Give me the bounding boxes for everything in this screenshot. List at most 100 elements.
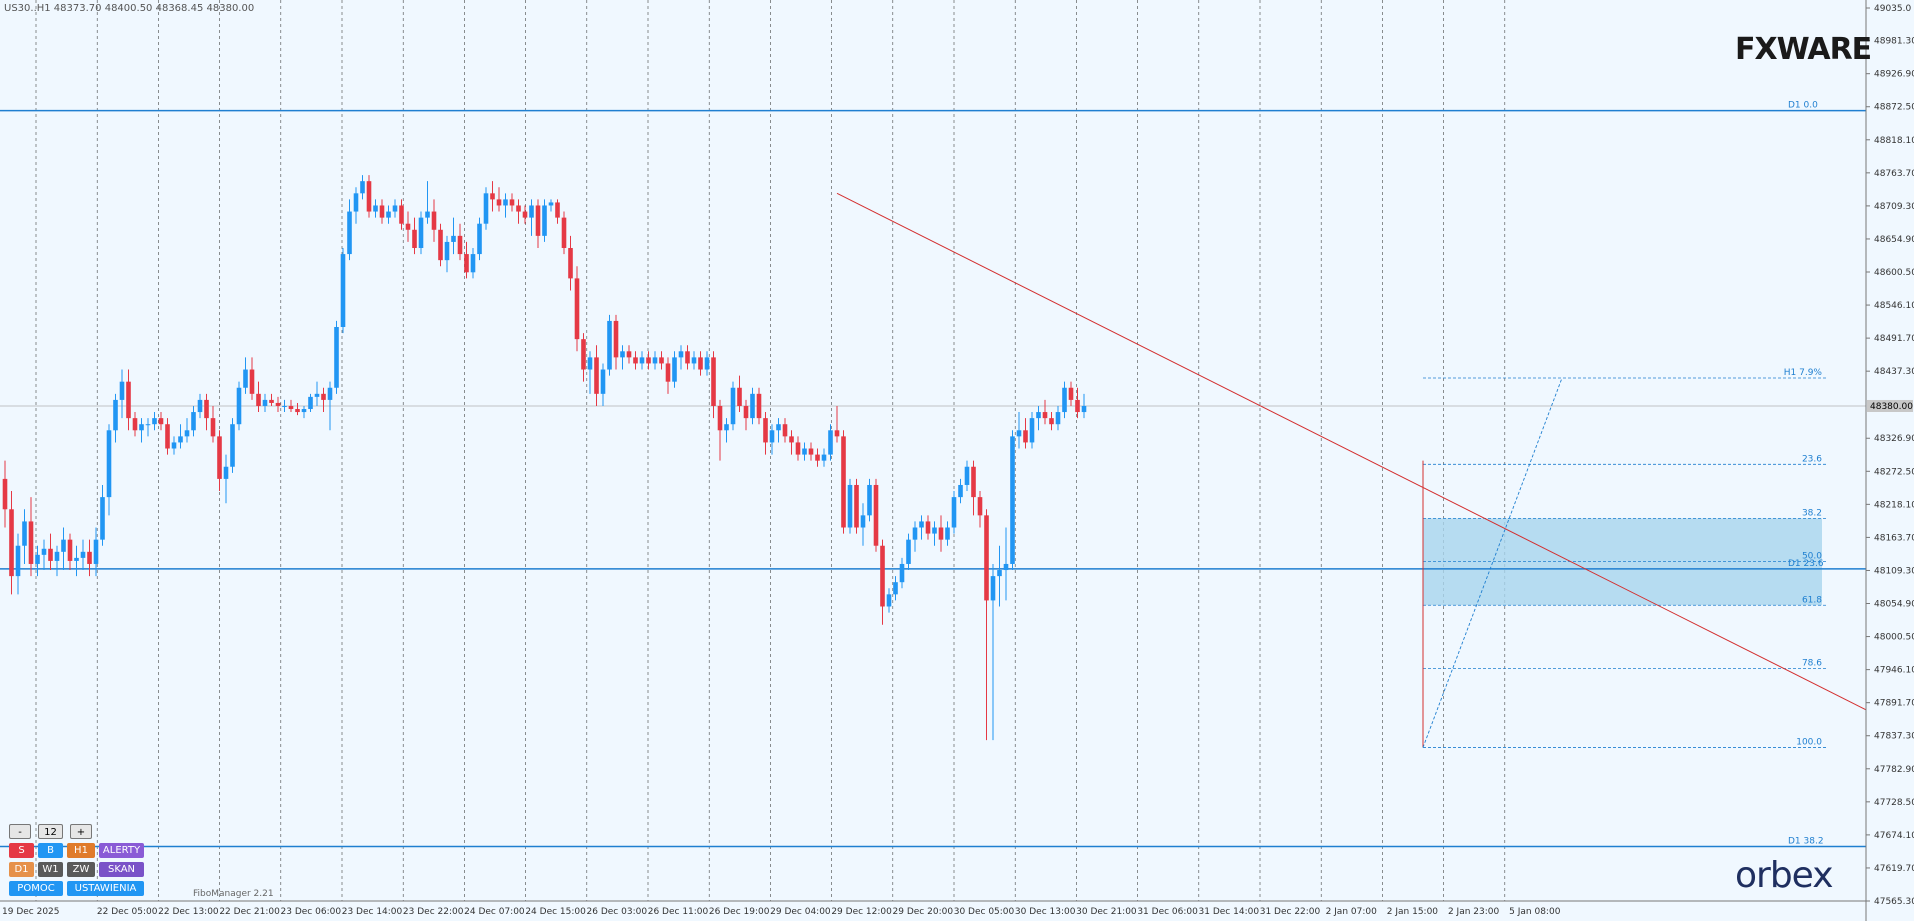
- sell-button[interactable]: S: [9, 843, 34, 858]
- bear-candle: [717, 405, 723, 431]
- bear-candle: [756, 393, 762, 419]
- time-tick-label: 26 Dec 11:00: [648, 907, 709, 917]
- bear-candle: [880, 545, 885, 607]
- bull-candle: [451, 235, 456, 242]
- bull-candle: [41, 548, 47, 555]
- bull-candle: [15, 545, 21, 577]
- trend-line: [836, 192, 1867, 711]
- time-tick-label: 30 Dec 13:00: [1015, 907, 1076, 917]
- bull-candle: [990, 576, 996, 601]
- w1-button[interactable]: W1: [38, 862, 63, 877]
- bull-candle: [1016, 430, 1022, 437]
- bear-candle: [321, 393, 326, 400]
- bear-candle: [808, 448, 814, 455]
- bull-candle: [750, 393, 755, 419]
- bear-candle: [204, 399, 209, 419]
- bear-candle: [158, 418, 164, 425]
- price-tick-label: 48491.70: [1874, 334, 1914, 344]
- price-tick-label: 47619.70: [1874, 864, 1914, 874]
- bull-candle: [620, 351, 625, 358]
- zw-button[interactable]: ZW: [67, 862, 95, 877]
- bear-candle: [815, 454, 820, 461]
- scan-button[interactable]: SKAN: [99, 862, 144, 877]
- fib-diagonal: [1422, 377, 1563, 748]
- bear-candle: [379, 205, 385, 218]
- time-tick-label: 22 Dec 13:00: [158, 907, 219, 917]
- d1-level-label: D1 23.6: [1788, 559, 1824, 569]
- bull-candle: [932, 527, 937, 534]
- bear-candle: [210, 418, 216, 437]
- bear-candle: [665, 363, 671, 382]
- bull-candle: [262, 399, 268, 406]
- bull-candle: [997, 570, 1002, 577]
- bull-candle: [347, 211, 352, 255]
- time-tick-label: 26 Dec 19:00: [709, 907, 770, 917]
- price-tick-label: 48218.10: [1874, 500, 1914, 510]
- time-tick-label: 23 Dec 06:00: [281, 907, 342, 917]
- bear-candle: [633, 357, 638, 364]
- time-tick-label: 23 Dec 14:00: [342, 907, 403, 917]
- h1-button[interactable]: H1: [67, 843, 95, 858]
- bear-candle: [977, 497, 983, 516]
- price-tick-label: 48654.90: [1874, 235, 1914, 245]
- bull-candle: [386, 211, 391, 218]
- bull-candle: [704, 357, 710, 370]
- bull-candle: [106, 430, 112, 498]
- bear-candle: [464, 254, 469, 273]
- increase-button[interactable]: +: [70, 824, 92, 839]
- bull-candle: [119, 381, 125, 400]
- bull-candle: [945, 527, 950, 540]
- bull-candle: [301, 409, 307, 413]
- fib-zone: [1423, 518, 1822, 606]
- fib-zone-rect: [1423, 518, 1822, 606]
- time-axis: 19 Dec 2025 22 Dec 05:00 22 Dec 13:00 22 De…: [0, 900, 1866, 917]
- current-price-label: 48380.00: [1870, 402, 1913, 412]
- bull-candle: [542, 205, 547, 236]
- bear-candle: [971, 466, 976, 498]
- bear-candle: [685, 351, 690, 364]
- time-tick-label: 23 Dec 22:00: [403, 907, 464, 917]
- bear-candle: [594, 357, 599, 394]
- time-tick-label: 2 Jan 15:00: [1387, 907, 1439, 917]
- fib-level-label: 23.6: [1802, 454, 1822, 464]
- bull-candle: [1029, 418, 1035, 443]
- bull-candle: [899, 563, 905, 583]
- bear-candle: [67, 539, 73, 561]
- count-field[interactable]: 12: [38, 824, 63, 839]
- decrease-button[interactable]: -: [9, 824, 31, 839]
- price-tick-label: 48981.30: [1874, 37, 1914, 47]
- bear-candle: [132, 418, 138, 431]
- price-tick-label: 48163.70: [1874, 533, 1914, 543]
- bear-candle: [9, 509, 14, 577]
- bull-candle: [847, 484, 853, 528]
- d1-level-label: D1 38.2: [1788, 836, 1824, 846]
- bull-candle: [587, 357, 593, 370]
- symbol-info: US30..H1 48373.70 48400.50 48368.45 4838…: [4, 3, 255, 14]
- bear-candle: [984, 515, 989, 601]
- alerts-button[interactable]: ALERTY: [99, 843, 144, 858]
- bull-candle: [483, 193, 489, 224]
- bear-candle: [2, 478, 8, 510]
- bull-candle: [964, 466, 970, 485]
- d1-button[interactable]: D1: [9, 862, 34, 877]
- bull-candle: [730, 387, 736, 425]
- buy-button[interactable]: B: [38, 843, 63, 858]
- bull-candle: [600, 369, 606, 394]
- bull-candle: [113, 399, 118, 431]
- time-tick-label: 30 Dec 21:00: [1076, 907, 1137, 917]
- fib-level-label: 61.8: [1802, 595, 1822, 605]
- bear-candle: [854, 484, 859, 528]
- bull-candle: [886, 594, 892, 607]
- price-tick-label: 48054.90: [1874, 600, 1914, 610]
- bull-candle: [802, 448, 807, 455]
- bear-candle: [834, 430, 840, 437]
- bear-candle: [509, 199, 515, 206]
- bull-candle: [191, 412, 196, 431]
- settings-button[interactable]: USTAWIENIA: [67, 881, 144, 896]
- help-button[interactable]: POMOC: [9, 881, 63, 896]
- bull-candle: [308, 396, 313, 410]
- bull-candle: [821, 454, 827, 461]
- bear-candle: [626, 351, 632, 358]
- bull-candle: [35, 554, 40, 564]
